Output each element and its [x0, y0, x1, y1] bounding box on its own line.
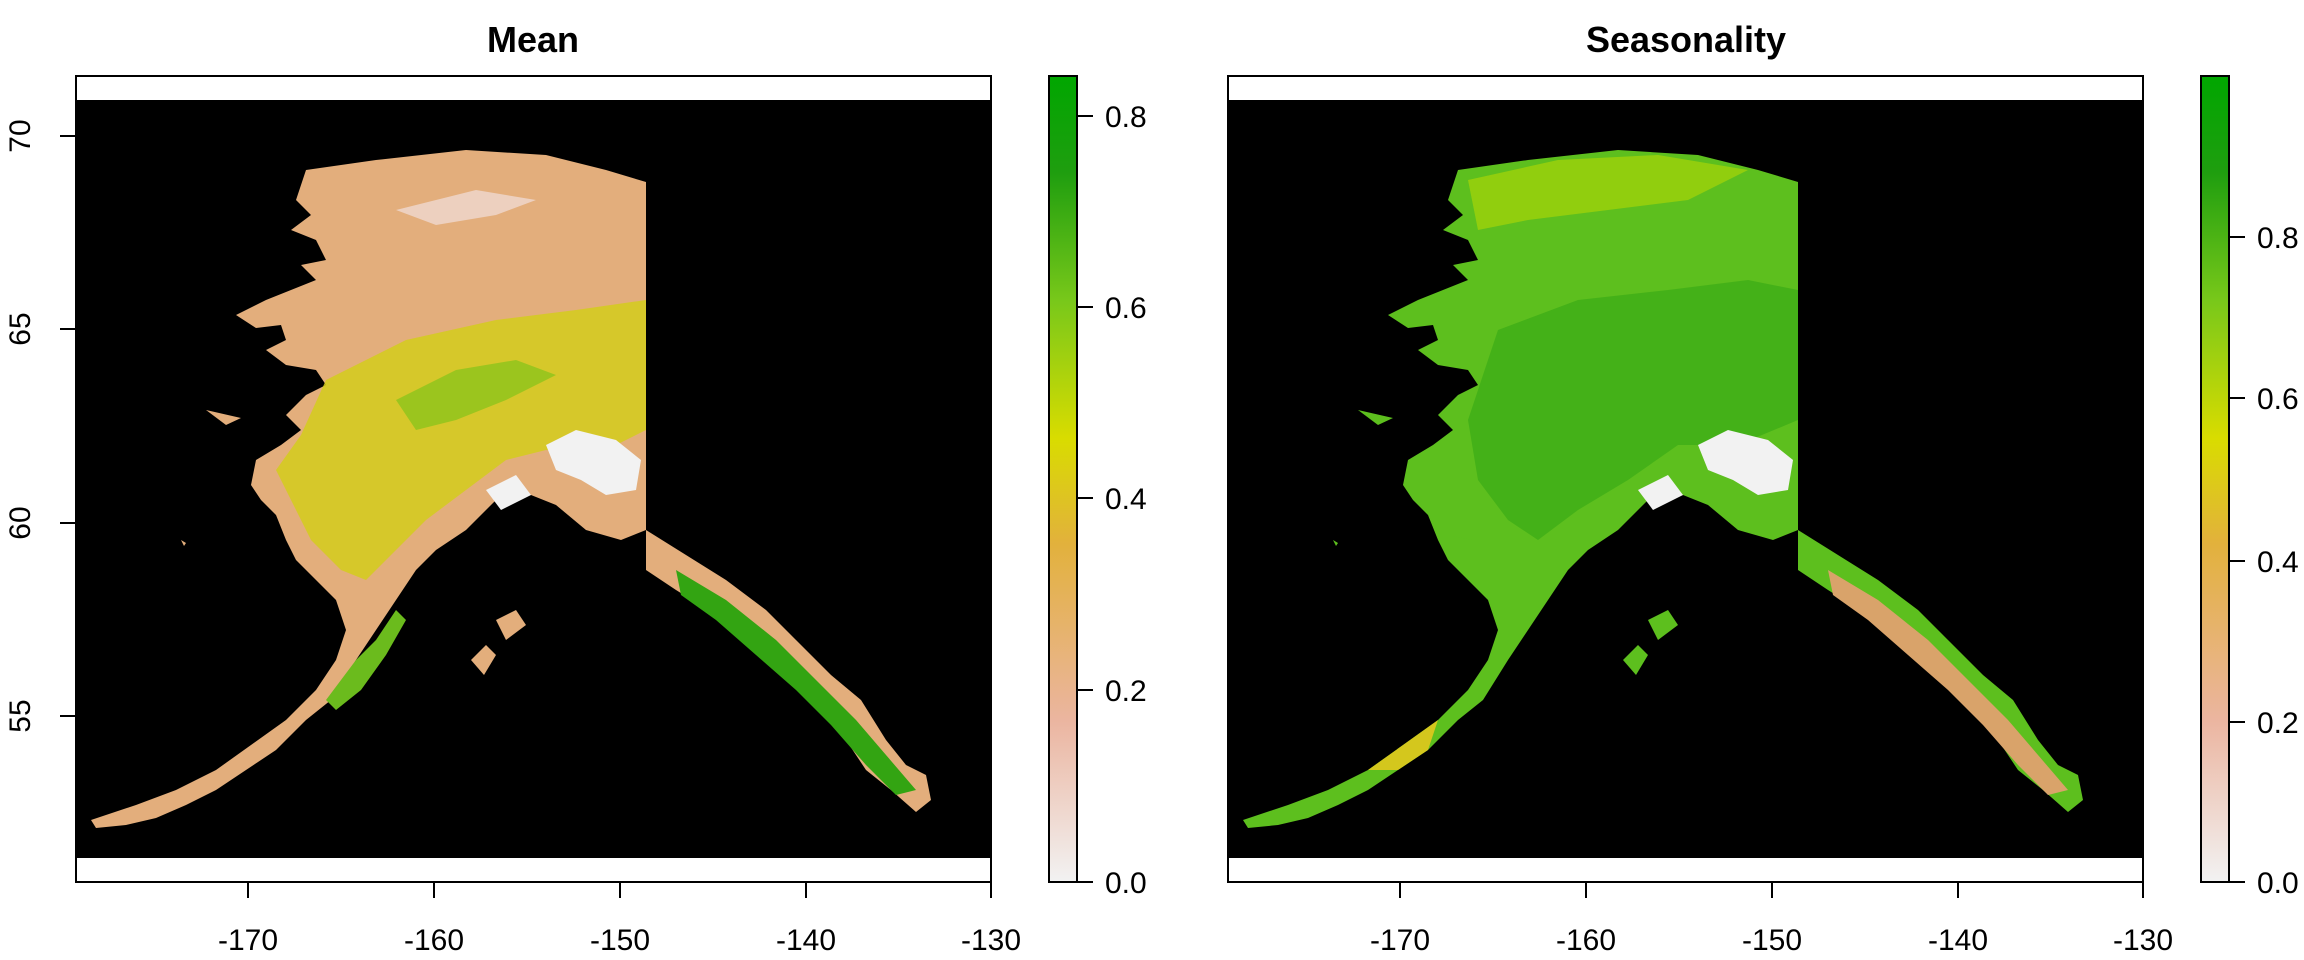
colorbar: 0.0 0.2 0.4 0.6 0.8 — [1048, 75, 1147, 900]
y-axis: 70 65 60 55 — [4, 119, 77, 733]
peninsula-yellow — [1368, 720, 1438, 770]
y-tick-label: 70 — [4, 119, 37, 152]
coastal-tan — [1828, 570, 2068, 795]
northern-yellow-green — [1468, 155, 1748, 230]
x-tick-label: -160 — [404, 924, 464, 957]
glacier-band — [1698, 430, 1793, 495]
x-tick-label: -140 — [776, 924, 836, 957]
glacier-band-2 — [486, 475, 531, 510]
x-tick-label: -130 — [961, 924, 1021, 957]
colorbar: 0.0 0.2 0.4 0.6 0.8 — [2200, 75, 2299, 900]
interior-dark-green — [1468, 280, 1798, 540]
colorbar-tick-label: 0.6 — [1105, 292, 1147, 325]
y-tick-label: 55 — [4, 699, 37, 732]
interior-yellow-zone — [276, 300, 646, 580]
x-tick-label: -170 — [1370, 924, 1430, 957]
northern-light-band — [396, 190, 536, 225]
y-tick-label: 65 — [4, 312, 37, 345]
panel-seasonality: Seasonality -170 -160 -150 — [1227, 19, 2299, 957]
coastal-forest — [676, 570, 916, 795]
panel-title: Mean — [487, 19, 579, 60]
x-axis: -170 -160 -150 -140 -130 — [1370, 881, 2173, 957]
peninsula-green — [326, 610, 406, 710]
land-raster — [1243, 150, 2083, 828]
colorbar-tick-label: 0.4 — [2257, 546, 2299, 579]
colorbar-tick-label: 0.4 — [1105, 483, 1147, 516]
x-tick-label: -150 — [590, 924, 650, 957]
map-area — [75, 75, 992, 883]
y-tick-label: 60 — [4, 506, 37, 539]
colorbar-tick-label: 0.2 — [2257, 707, 2299, 740]
x-tick-label: -140 — [1928, 924, 1988, 957]
colorbar-tick-label: 0.6 — [2257, 383, 2299, 416]
panel-title: Seasonality — [1586, 19, 1786, 60]
colorbar-tick-label: 0.8 — [2257, 222, 2299, 255]
colorbar-tick-label: 0.2 — [1105, 675, 1147, 708]
panel-mean: Mean -170 -160 — [4, 19, 1147, 957]
x-tick-label: -150 — [1742, 924, 1802, 957]
interior-green-patch — [396, 360, 556, 430]
colorbar-tick-label: 0.0 — [2257, 867, 2299, 900]
colorbar-gradient — [1048, 75, 1078, 883]
colorbar-tick-label: 0.8 — [1105, 101, 1147, 134]
glacier-band — [546, 430, 641, 495]
x-tick-label: -160 — [1556, 924, 1616, 957]
land-raster — [91, 150, 931, 828]
colorbar-gradient — [2200, 75, 2230, 883]
x-tick-label: -130 — [2113, 924, 2173, 957]
colorbar-tick-label: 0.0 — [1105, 867, 1147, 900]
map-area — [1227, 75, 2144, 883]
x-tick-label: -170 — [218, 924, 278, 957]
glacier-band-2 — [1638, 475, 1683, 510]
x-axis: -170 -160 -150 -140 -130 — [218, 881, 1021, 957]
